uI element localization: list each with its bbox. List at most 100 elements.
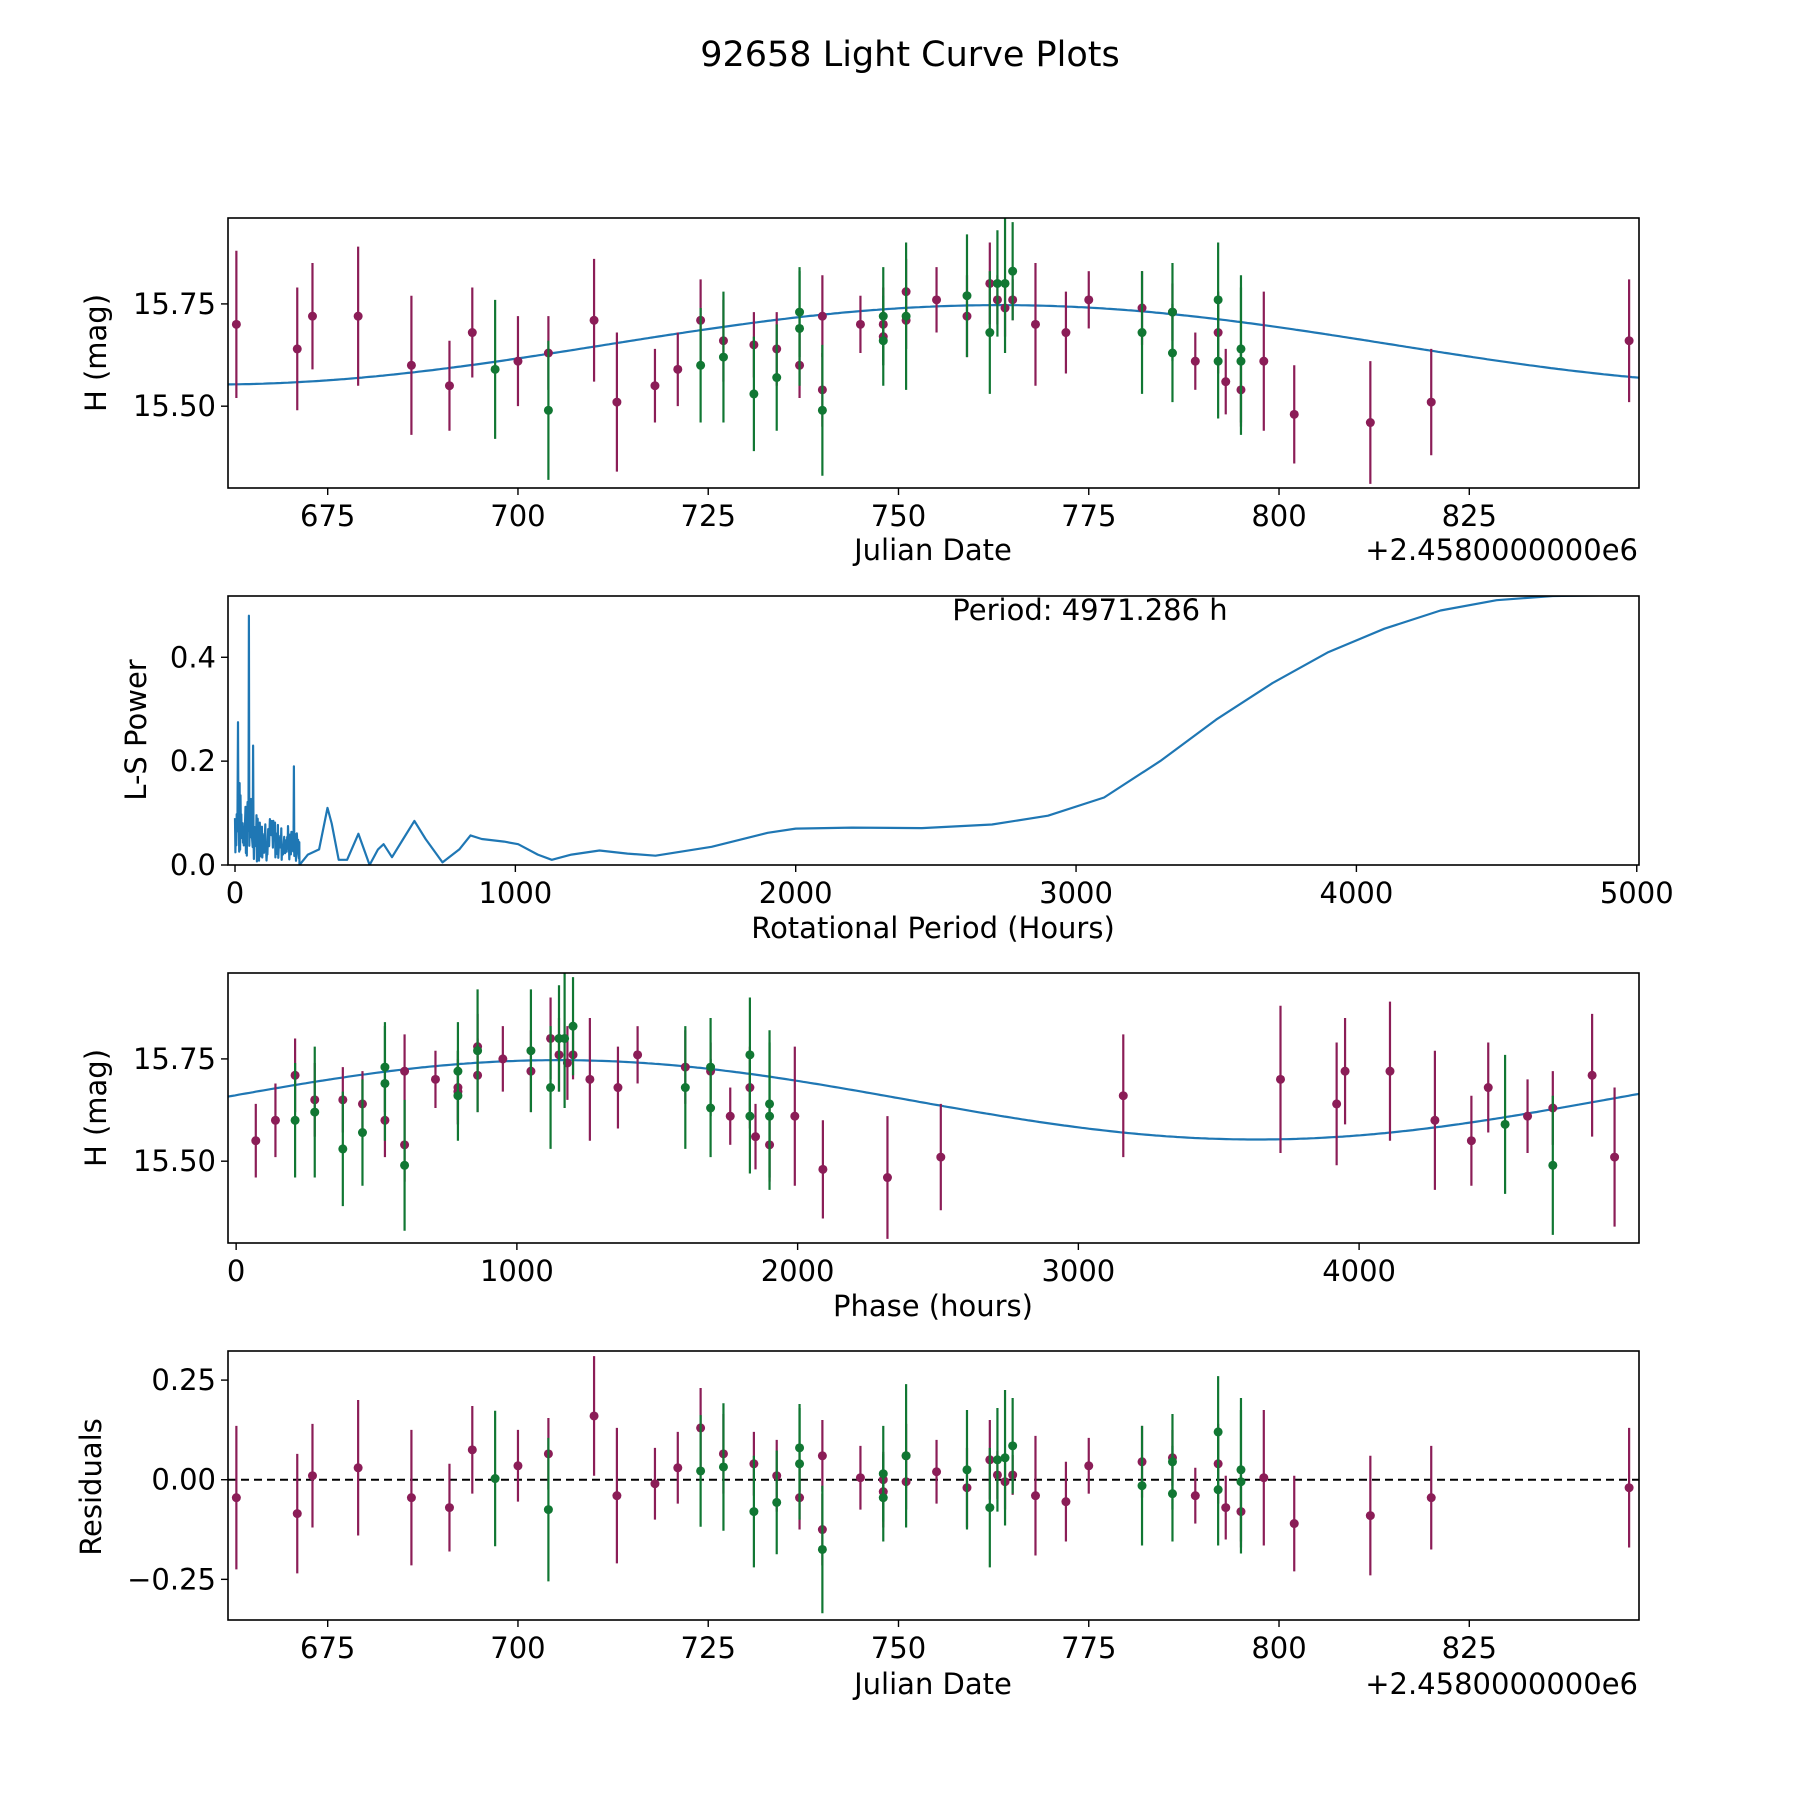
green-data-point [992, 1455, 1002, 1465]
y-tick-label: 15.50 [133, 389, 216, 423]
x-tick-label: 825 [1442, 1631, 1497, 1665]
lightcurve-axes-frame [227, 217, 1640, 489]
green-data-point [878, 1493, 888, 1503]
purple-data-point [1061, 328, 1071, 338]
green-data-point [1213, 1485, 1223, 1495]
green-data-point [992, 278, 1002, 288]
y-tick-label: 15.50 [133, 1144, 216, 1178]
green-data-point [1213, 356, 1223, 366]
purple-data-point [1259, 1473, 1269, 1483]
phased-ylabel: H (mag) [79, 1049, 113, 1167]
lightcurve-panel: Julian Date +2.4580000000e6 H (mag) 675 7… [79, 217, 1640, 567]
period-annotation: Period: 4971.286 h [952, 593, 1227, 627]
purple-data-point [1030, 319, 1040, 329]
green-data-point [1548, 1160, 1558, 1170]
purple-data-point [612, 1491, 622, 1501]
green-data-point [696, 360, 706, 370]
purple-data-point [430, 1074, 440, 1084]
green-data-point [526, 1046, 536, 1056]
purple-data-point [1483, 1083, 1493, 1093]
green-data-point [795, 323, 805, 333]
green-data-point [765, 1111, 775, 1121]
purple-data-point [1084, 295, 1094, 305]
purple-data-point [1624, 336, 1634, 346]
purple-data-point [932, 295, 942, 305]
purple-data-point [1190, 1491, 1200, 1501]
y-tick-label: 0.0 [170, 848, 216, 882]
green-data-point [400, 1160, 410, 1170]
green-data-point [543, 1505, 553, 1515]
residuals-xlabel: Julian Date [852, 1667, 1012, 1701]
green-data-point [772, 373, 782, 383]
green-data-point [380, 1078, 390, 1088]
y-tick-label: 15.75 [133, 1042, 216, 1076]
x-tick-label: 1000 [480, 1254, 554, 1288]
green-data-point [985, 328, 995, 338]
green-data-point [749, 1507, 759, 1517]
purple-data-point [790, 1111, 800, 1121]
green-data-point [745, 1050, 755, 1060]
y-tick-label: 15.75 [133, 287, 216, 321]
purple-data-point [1426, 397, 1436, 407]
purple-data-point [307, 311, 317, 321]
purple-data-point [1061, 1497, 1071, 1507]
green-data-point [901, 1451, 911, 1461]
purple-data-point [1084, 1461, 1094, 1471]
x-tick-label: 700 [490, 1631, 545, 1665]
green-data-point [718, 1462, 728, 1472]
y-tick-label: 0.4 [170, 640, 216, 674]
purple-data-point [292, 1509, 302, 1519]
phased-plot-area [228, 973, 1639, 1239]
x-tick-label: 4000 [1322, 1254, 1396, 1288]
green-data-point [745, 1111, 755, 1121]
purple-data-point [1259, 356, 1269, 366]
purple-data-point [1030, 1491, 1040, 1501]
purple-data-point [1221, 377, 1231, 387]
purple-data-point [1587, 1070, 1597, 1080]
residuals-plot-area [228, 1356, 1639, 1614]
green-data-point [490, 364, 500, 374]
x-tick-label: 3000 [1039, 876, 1113, 910]
lightcurve-ylabel: H (mag) [79, 294, 113, 412]
green-data-point [560, 1033, 570, 1043]
purple-data-point [1332, 1099, 1342, 1109]
purple-data-point [936, 1152, 946, 1162]
purple-data-point [1610, 1152, 1620, 1162]
green-data-point [1236, 356, 1246, 366]
purple-data-point [932, 1467, 942, 1477]
green-data-point [1213, 295, 1223, 305]
purple-data-point [633, 1050, 643, 1060]
lightcurve-plot-area [228, 218, 1639, 484]
residuals-offset-label: +2.4580000000e6 [1365, 1667, 1638, 1701]
purple-data-point [406, 360, 416, 370]
green-data-point [546, 1083, 556, 1093]
green-data-point [1137, 328, 1147, 338]
green-data-point [1008, 266, 1018, 276]
green-data-point [338, 1144, 348, 1154]
purple-data-point [1523, 1111, 1533, 1121]
purple-data-point [1289, 1519, 1299, 1529]
purple-data-point [1385, 1066, 1395, 1076]
purple-data-point [353, 311, 363, 321]
green-data-point [490, 1474, 500, 1484]
x-tick-label: 0 [226, 876, 244, 910]
model-fit-curve [228, 304, 1639, 386]
green-data-point [985, 1503, 995, 1513]
purple-data-point [467, 328, 477, 338]
periodogram-plot-area [233, 596, 1629, 865]
green-data-point [290, 1115, 300, 1125]
green-data-point [1008, 1441, 1018, 1451]
phased-xlabel: Phase (hours) [833, 1289, 1033, 1323]
purple-data-point [817, 311, 827, 321]
x-tick-label: 775 [1061, 499, 1116, 533]
purple-data-point [307, 1471, 317, 1481]
purple-data-point [444, 1503, 454, 1513]
x-tick-label: 800 [1251, 499, 1306, 533]
green-data-point [962, 291, 972, 301]
purple-data-point [270, 1115, 280, 1125]
x-tick-label: 0 [227, 1254, 245, 1288]
purple-data-point [1426, 1493, 1436, 1503]
purple-data-point [231, 1493, 241, 1503]
periodogram-panel: Rotational Period (Hours) L-S Power Peri… [119, 593, 1674, 945]
